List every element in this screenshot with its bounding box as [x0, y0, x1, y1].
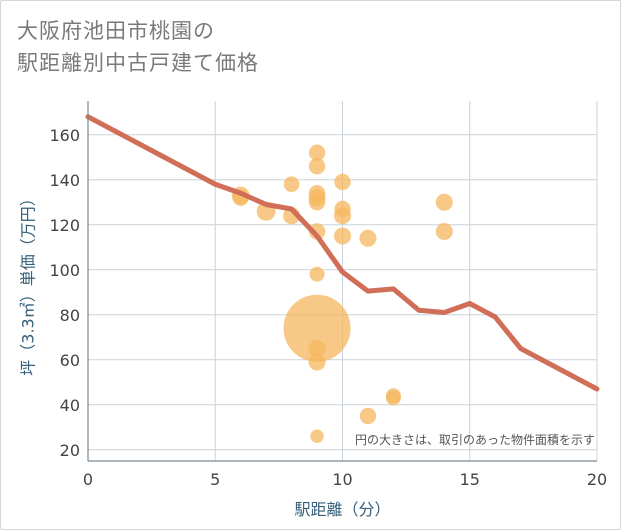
bubble-layer: [231, 144, 453, 443]
y-tick-label: 40: [60, 396, 80, 415]
y-tick-label: 100: [49, 261, 80, 280]
y-tick-label: 80: [60, 306, 80, 325]
data-bubble: [308, 339, 326, 358]
x-tick-label: 5: [210, 470, 220, 489]
data-bubble: [308, 223, 326, 240]
data-bubble: [308, 144, 326, 161]
x-tick-label: 0: [83, 470, 93, 489]
y-tick-label: 60: [60, 351, 80, 370]
x-tick-label: 15: [460, 470, 480, 489]
data-bubble: [333, 227, 352, 245]
data-bubble: [308, 353, 326, 371]
data-bubble: [359, 229, 377, 247]
data-bubble: [359, 407, 377, 425]
x-tick-label: 10: [332, 470, 352, 489]
data-bubble: [283, 176, 300, 193]
x-tick-label: 20: [587, 470, 607, 489]
x-axis-label: 駅距離（分）: [294, 500, 390, 519]
y-tick-label: 120: [49, 216, 80, 235]
chart-title: 大阪府池田市桃園の 駅距離別中古戸建て価格: [17, 15, 259, 79]
size-annotation: 円の大きさは、取引のあった物件面積を示す: [355, 432, 595, 447]
data-bubble: [435, 193, 453, 211]
trend-line: [85, 114, 600, 392]
data-bubble: [309, 266, 325, 282]
data-bubble: [308, 158, 326, 175]
y-tick-label: 160: [49, 126, 80, 145]
y-tick-label: 20: [60, 441, 80, 460]
data-bubble: [308, 194, 326, 211]
data-bubble: [283, 294, 351, 362]
title-line-2: 駅距離別中古戸建て価格: [17, 51, 259, 75]
y-axis-label: 坪（3.3㎡）単価（万円）: [19, 190, 38, 375]
data-bubble: [310, 429, 324, 443]
y-tick-label: 140: [49, 171, 80, 190]
data-bubble: [435, 222, 453, 241]
data-bubble: [333, 207, 352, 225]
trend-layer: [85, 114, 600, 392]
data-bubble: [385, 390, 401, 406]
axes: 0 5 10 15 20 20 40 60 80 100 120 140 160: [49, 101, 607, 489]
title-line-1: 大阪府池田市桃園の: [17, 19, 215, 43]
data-bubble: [334, 173, 351, 191]
